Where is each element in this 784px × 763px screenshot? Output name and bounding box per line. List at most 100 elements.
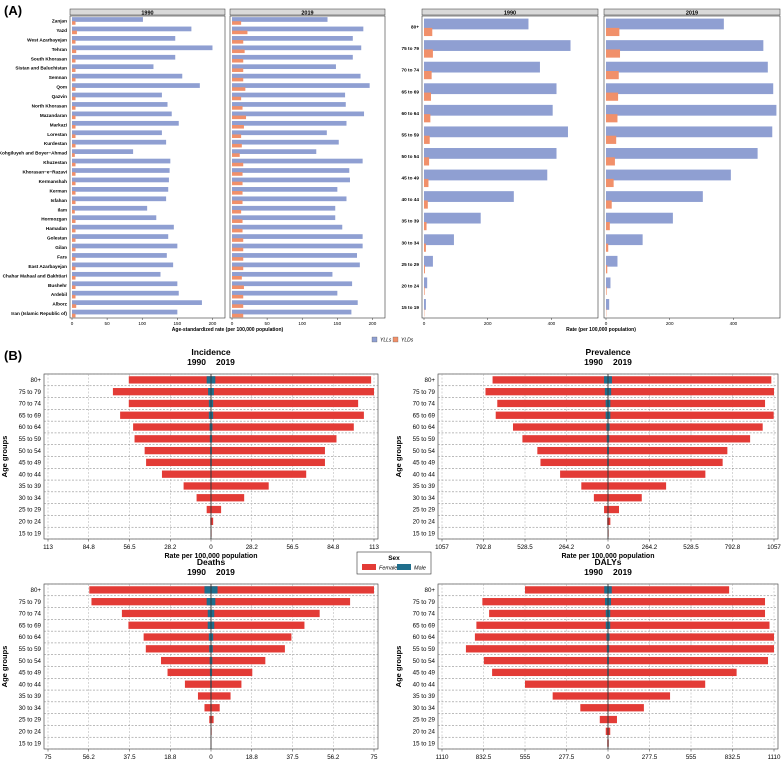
bar-ylds [72, 49, 77, 54]
bar-ylds [424, 243, 426, 252]
bar-ylds [72, 115, 76, 120]
bar-male-2019 [211, 586, 218, 594]
bar-ylds [232, 30, 248, 35]
age-group-label: 40 to 44 [413, 471, 436, 478]
chart-title: Prevalence [586, 347, 631, 357]
x-tick-label: 555 [686, 754, 697, 761]
bar-male-2019 [211, 388, 214, 396]
bar-female-1990 [552, 692, 608, 700]
legend-a: YLLs YLDs [371, 336, 414, 344]
bar-female-1990 [197, 692, 211, 700]
bar-ylls [606, 18, 724, 30]
bar-female-2019 [608, 704, 644, 712]
age-group-label: 15 to 19 [19, 740, 42, 747]
bar-female-1990 [184, 680, 211, 688]
age-group-label: 25 to 29 [413, 717, 436, 724]
bar-ylls [232, 243, 363, 249]
x-tick-label: 1057 [435, 544, 449, 551]
bar-ylds [72, 68, 76, 72]
category-label: Kerman [50, 188, 68, 193]
bar-female-2019 [608, 435, 751, 443]
bar-ylds [72, 228, 76, 233]
bar-female-1990 [121, 609, 211, 618]
bar-male-1990 [606, 633, 608, 641]
bar-ylds [424, 265, 425, 274]
bar-male-2019 [608, 423, 610, 431]
facet-strip [229, 8, 386, 16]
bar-male-2019 [211, 598, 216, 606]
bar-male-1990 [605, 598, 608, 606]
age-group-label: 70 to 74 [413, 611, 436, 618]
legend-sex: Sex Female Male [356, 551, 432, 575]
legend-label-female: Female [379, 566, 397, 572]
bar-ylls [232, 102, 346, 107]
bar-ylds [72, 162, 76, 167]
bar-female-1990 [91, 598, 211, 606]
bar-female-1990 [522, 435, 608, 443]
legend-swatch-female [362, 564, 376, 570]
bar-ylds [232, 181, 243, 186]
bar-ylds [606, 135, 617, 144]
bar-female-1990 [476, 621, 608, 629]
bar-ylls [72, 54, 176, 60]
x-tick-label: 792.8 [476, 544, 492, 551]
bar-ylls [232, 196, 347, 202]
age-group-label: 15 to 19 [19, 530, 42, 537]
x-tick-label: 150 [174, 321, 182, 326]
bar-ylds [72, 181, 76, 186]
bar-ylls [606, 255, 618, 267]
x-tick-label: 200 [209, 321, 217, 326]
bar-ylls [606, 212, 673, 224]
category-label: Qom [56, 85, 67, 90]
bar-male-1990 [604, 586, 608, 594]
bar-ylls [72, 83, 200, 88]
bar-ylds [232, 125, 244, 129]
bar-ylls [424, 299, 426, 310]
bar-female-2019 [211, 423, 354, 431]
age-group-label: 45 to 49 [413, 460, 436, 467]
bar-ylls [232, 271, 333, 277]
bar-female-2019 [608, 411, 774, 419]
left-year-label: 1990 [584, 567, 603, 577]
x-tick-label: 400 [548, 321, 556, 326]
category-label: Markazi [50, 122, 67, 127]
bar-male-1990 [209, 668, 211, 677]
bar-ylls [232, 54, 353, 60]
bar-ylls [424, 212, 481, 224]
bar-ylds [72, 285, 76, 290]
x-tick-label: 28.2 [164, 544, 177, 551]
bar-ylls [72, 17, 143, 22]
bar-female-2019 [608, 727, 611, 735]
x-tick-label: 18.8 [164, 754, 177, 761]
bar-female-1990 [206, 505, 211, 514]
x-tick-label: 555 [520, 754, 531, 761]
bar-male-1990 [605, 621, 608, 629]
bar-ylls [424, 18, 529, 30]
age-group-label: 50 to 54 [19, 658, 42, 665]
bar-female-1990 [144, 446, 211, 455]
bar-female-1990 [112, 388, 211, 396]
bar-ylls [232, 45, 362, 51]
bar-ylds [232, 106, 243, 110]
category-label: West Azarbayejan [27, 37, 67, 42]
category-label: 65 to 69 [402, 89, 420, 94]
bar-female-2019 [608, 458, 723, 467]
bar-ylds [72, 30, 77, 35]
bar-male-2019 [211, 668, 213, 677]
bar-ylds [232, 219, 243, 223]
bar-male-2019 [211, 633, 214, 641]
age-group-label: 50 to 54 [19, 448, 42, 455]
x-tick-label: 75 [45, 754, 52, 761]
x-tick-label: 0 [231, 321, 234, 326]
bar-ylds [72, 257, 76, 261]
bar-ylls [72, 234, 169, 239]
bar-ylds [424, 286, 425, 295]
bar-female-2019 [608, 621, 770, 629]
bar-ylls [606, 126, 773, 138]
category-label: 40 to 44 [402, 197, 420, 202]
bar-ylds [606, 243, 609, 252]
bar-male-2019 [608, 645, 610, 653]
bar-ylls [72, 102, 168, 107]
category-label: Zanjan [52, 19, 67, 24]
